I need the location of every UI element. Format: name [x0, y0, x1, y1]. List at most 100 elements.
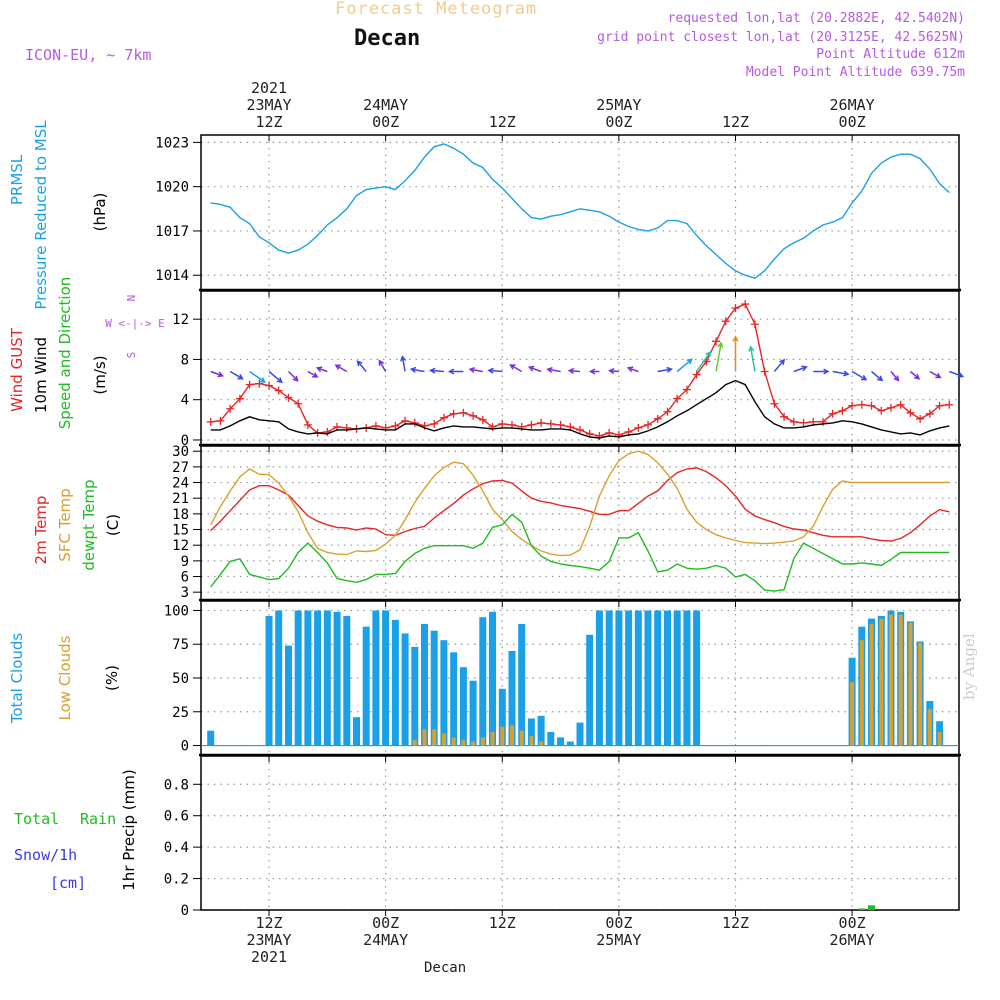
wind-direction-arrow [813, 368, 830, 375]
time-label-bottom: 00Z [839, 914, 866, 932]
low-cloud-bar [529, 736, 534, 746]
pressure-line [210, 143, 950, 279]
low-cloud-bar [850, 682, 855, 746]
wind-gust-marker [838, 406, 847, 415]
wind-gust-marker [945, 400, 954, 409]
wind-direction-arrow [929, 370, 942, 379]
time-label-top: 24MAY [363, 96, 408, 114]
low-cloud-bar [898, 614, 903, 746]
y-tick-label: 0 [181, 739, 189, 755]
wind-gust-marker [935, 401, 944, 410]
wind-direction-arrow [773, 358, 786, 372]
requested-coords: requested lon,lat (20.2882E, 42.5402N) [667, 11, 965, 26]
wind-unit: (m/s) [91, 355, 109, 394]
wind-gust-marker [459, 408, 468, 417]
wind-gust-marker [595, 431, 604, 440]
precip-snow-label: Snow/1h [14, 846, 77, 864]
low-cloud-bar [412, 740, 417, 746]
wind-gust-marker [576, 425, 584, 434]
total-cloud-bar [664, 610, 671, 746]
wind-gust-marker [537, 418, 546, 427]
time-label-top: 00Z [372, 113, 399, 131]
wind-direction-arrow [429, 367, 444, 374]
total-cloud-bar [634, 610, 642, 746]
y-tick-label: 4 [181, 393, 189, 409]
total-cloud-bar [537, 715, 545, 746]
y-tick-label: 1017 [155, 224, 189, 240]
wind-direction-arrow [567, 367, 581, 375]
wind-gust-marker [760, 367, 769, 376]
total-cloud-bar [372, 610, 380, 746]
wind-gust-marker [731, 304, 740, 313]
wind-direction-arrow [249, 370, 266, 383]
y-tick-label: 21 [172, 491, 189, 507]
total-cloud-bar [421, 624, 428, 746]
precip-bar [868, 905, 875, 910]
wind-gust-marker [527, 420, 536, 429]
wind-gust-marker [265, 381, 274, 390]
wind-gust-marker [284, 393, 293, 402]
time-label-top: 12Z [722, 113, 749, 131]
panel-frame-precipitation [200, 755, 960, 911]
time-label-bottom: 12Z [722, 914, 749, 932]
total-cloud-bar [391, 619, 399, 746]
total-cloud-bar [673, 610, 681, 746]
wind-direction-arrow [356, 360, 367, 372]
time-label-bottom: 00Z [372, 914, 399, 932]
time-label-bottom: 2021 [251, 948, 287, 966]
total-cloud-bar [615, 610, 623, 746]
y-tick-label: 8 [181, 352, 189, 368]
wind-gust-marker [712, 337, 721, 346]
wind-gust-marker [342, 423, 351, 432]
wind-gust-marker [721, 317, 730, 326]
total-cloud-bar [498, 688, 506, 746]
wind-direction-arrow [527, 365, 542, 373]
low-cloud-bar [927, 709, 932, 746]
time-label-top: 00Z [839, 113, 866, 131]
wind-gust-marker [439, 413, 448, 422]
precip-cm-label: [cm] [50, 874, 86, 892]
wind-direction-arrow [851, 370, 868, 381]
wind-direction-arrow [793, 365, 808, 373]
total-cloud-bar [518, 624, 526, 746]
wind-gust-marker [235, 394, 244, 403]
point-altitude: Point Altitude 612m [816, 47, 965, 62]
time-label-bottom: 23MAY [246, 931, 291, 949]
total-cloud-bar [323, 610, 331, 746]
wind-10m-side-label: 10m Wind [32, 337, 50, 413]
wind-gust-side-label: Wind GUST [8, 327, 26, 412]
wind-direction-arrow [748, 345, 756, 372]
total-cloud-bar [595, 610, 603, 746]
temp-2m-side-label: 2m Temp [32, 496, 50, 565]
wind-direction-arrow [315, 366, 328, 373]
wind-direction-arrow [695, 350, 712, 372]
low-cloud-bar [519, 730, 524, 746]
wind-direction-arrow [400, 355, 407, 372]
wind-gust-marker [303, 420, 312, 429]
wind-gust-marker [799, 418, 808, 427]
wind-direction-arrow [487, 367, 503, 374]
wind-gust-marker [750, 320, 759, 329]
low-cloud-bar [441, 733, 446, 746]
precip-ylabel: 1hr Precip (mm) [120, 769, 138, 890]
y-tick-label: 9 [181, 554, 189, 570]
total-cloud-bar [479, 617, 487, 746]
y-tick-label: 30 [172, 444, 189, 460]
total-cloud-bar [294, 610, 302, 746]
wind-gust-marker [274, 386, 283, 395]
wind-direction-arrow [287, 370, 299, 382]
total-cloud-bar [207, 730, 215, 746]
wind-gust-marker [692, 370, 701, 379]
wind-gust-marker [430, 419, 439, 428]
time-label-top: 2021 [251, 79, 287, 97]
y-tick-label: 0 [181, 903, 189, 919]
wind-gust-marker [682, 385, 691, 394]
wind-direction-arrow [409, 366, 425, 373]
wind-direction-arrow [546, 366, 561, 373]
panel-frame-wind [200, 290, 960, 446]
low-cloud-bar [879, 618, 884, 746]
total-cloud-bar [508, 651, 516, 746]
time-label-top: 25MAY [596, 96, 641, 114]
low-cloud-bar [869, 624, 874, 746]
y-tick-label: 0 [181, 433, 189, 449]
